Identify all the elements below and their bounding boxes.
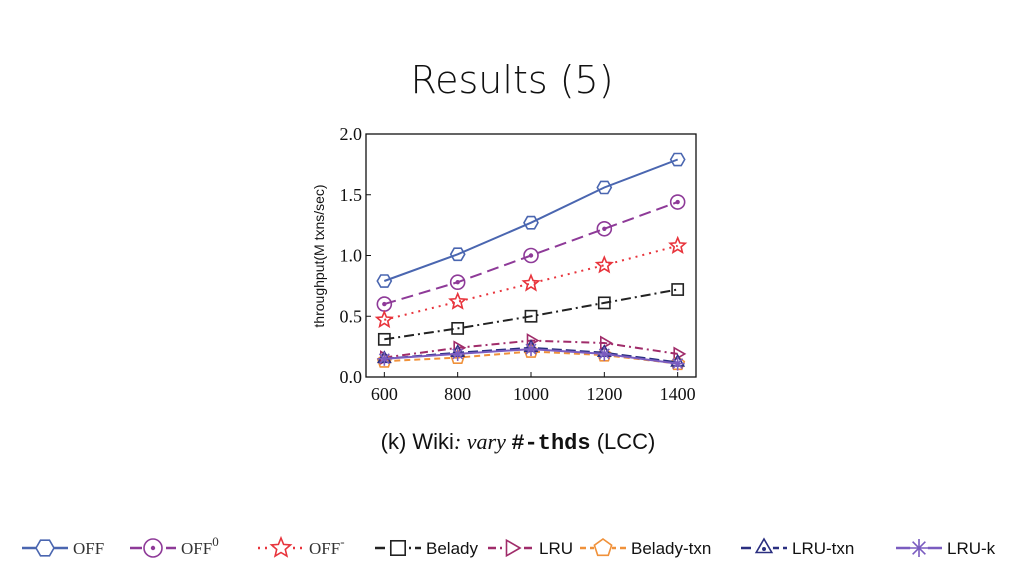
series-7 <box>377 342 685 371</box>
y-tick-label: 1.0 <box>340 246 363 266</box>
legend-item: OFF0 <box>130 534 219 558</box>
y-axis-label: throughput(M txns/sec) <box>311 184 327 327</box>
data-point <box>671 283 685 296</box>
data-point <box>377 332 391 346</box>
legend-label: Belady-txn <box>631 539 711 558</box>
data-point <box>449 247 466 262</box>
legend-label-superscript: - <box>340 534 344 549</box>
legend-item: Belady <box>375 539 478 558</box>
series-line <box>383 158 679 282</box>
legend-item: OFF- <box>258 534 345 558</box>
plot-area: 0.0 0.5 1.0 1.5 2.0 600 800 1000 1200 1400 <box>340 124 697 404</box>
legend-label: OFF0 <box>181 534 219 558</box>
data-point <box>597 296 611 310</box>
legend-label-superscript: 0 <box>212 534 219 549</box>
caption-code: #-thds <box>511 431 590 456</box>
data-point <box>596 220 613 237</box>
legend-label: OFF <box>73 539 104 558</box>
chart-caption: (k) Wiki: vary #-thds (LCC) <box>381 429 656 456</box>
data-point <box>597 346 612 361</box>
data-point <box>668 235 688 255</box>
data-point <box>523 247 539 264</box>
caption-prefix: (k) Wiki <box>381 429 454 454</box>
data-point <box>599 335 613 351</box>
data-point <box>450 346 465 361</box>
y-tick-label: 2.0 <box>340 124 363 144</box>
chart-legend: OFF OFF0 OFF- Belady LRU Belady-txn LRU-txn LRU… <box>22 534 996 558</box>
data-point <box>669 152 686 167</box>
legend-label: OFF- <box>309 534 345 558</box>
x-tick-label: 600 <box>371 384 398 404</box>
legend-marker <box>505 538 522 558</box>
series-3 <box>377 283 685 346</box>
legend-label: LRU <box>539 539 573 558</box>
x-tick-label: 1200 <box>586 384 622 404</box>
legend-marker <box>593 538 613 557</box>
caption-suffix: (LCC) <box>591 429 656 454</box>
x-tick-label: 1000 <box>513 384 549 404</box>
data-point <box>453 340 467 356</box>
data-point <box>670 356 685 371</box>
legend-item: Belady-txn <box>580 538 711 558</box>
data-point <box>376 274 393 288</box>
x-tick-label: 1400 <box>660 384 696 404</box>
data-point <box>374 309 394 329</box>
legend-item: OFF <box>22 539 104 558</box>
y-tick-label: 0.5 <box>340 306 363 326</box>
legend-label: LRU-txn <box>792 539 854 558</box>
data-point <box>377 351 392 366</box>
slide-title: Results (5) <box>410 58 614 102</box>
series-2 <box>374 235 688 329</box>
data-point <box>596 180 613 195</box>
legend-marker <box>35 539 55 557</box>
data-point <box>524 309 538 323</box>
legend-marker <box>389 539 406 556</box>
series-0 <box>376 152 686 288</box>
data-point <box>524 342 538 357</box>
x-tick-label: 800 <box>444 384 471 404</box>
legend-item: LRU-txn <box>741 537 854 558</box>
legend-item: LRU <box>488 538 573 558</box>
data-point <box>669 194 686 210</box>
legend-marker <box>143 538 163 558</box>
data-point <box>448 291 468 310</box>
data-point <box>376 296 393 312</box>
caption-vary: : vary <box>454 429 511 454</box>
series-line <box>384 244 678 321</box>
data-point <box>594 255 614 274</box>
y-tick-label: 0.0 <box>340 367 363 387</box>
legend-marker <box>269 535 293 558</box>
data-point <box>451 321 465 335</box>
legend-label: LRU-k <box>947 539 996 558</box>
legend-marker <box>754 537 774 554</box>
data-point <box>449 274 466 291</box>
legend-item: LRU-k <box>896 539 996 558</box>
data-point <box>521 273 541 292</box>
y-tick-label: 1.5 <box>340 185 363 205</box>
data-point <box>523 215 539 230</box>
legend-marker <box>910 539 928 557</box>
series-line <box>384 288 678 341</box>
legend-label: Belady <box>426 539 478 558</box>
series-1 <box>376 194 686 312</box>
